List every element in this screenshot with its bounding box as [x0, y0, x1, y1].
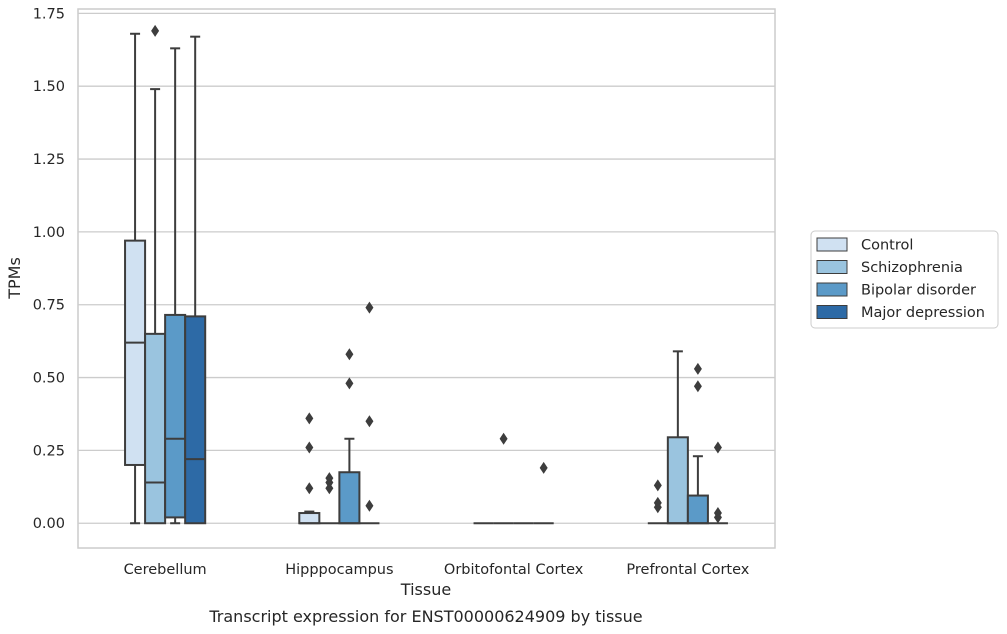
plot-frame	[77, 8, 776, 549]
y-tick-label: 1.00	[33, 225, 65, 241]
outlier-point	[345, 348, 354, 361]
outlier-point	[305, 482, 314, 495]
outlier-point	[713, 441, 722, 454]
legend: Control Schizophrenia Bipolar disorder Majo…	[810, 230, 999, 329]
series-bipolar-disorder	[164, 47, 709, 525]
box	[686, 362, 709, 525]
outlier-point	[325, 472, 334, 485]
legend-label: Control	[861, 238, 913, 254]
series-major-depression	[184, 35, 728, 525]
x-axis-title: Tissue	[400, 580, 451, 599]
outlier-point	[151, 24, 160, 37]
y-tick-label: 0.25	[33, 443, 65, 459]
box-rect	[164, 313, 187, 519]
box	[647, 479, 668, 525]
box	[707, 441, 728, 525]
outlier-point	[365, 499, 374, 512]
box-rect	[124, 239, 147, 466]
outlier-point	[305, 441, 314, 454]
outlier-point	[653, 496, 662, 509]
box-rect	[338, 471, 361, 525]
outlier-point	[365, 415, 374, 428]
y-tick-labels: 0.00 0.25 0.50 0.75 1.00 1.25 1.50 1.75	[33, 6, 65, 532]
box-rect	[686, 494, 709, 525]
legend-swatch	[816, 305, 848, 319]
legend-label: Major depression	[861, 305, 985, 321]
box-rect	[298, 512, 321, 525]
box-series	[124, 24, 728, 525]
box	[144, 24, 167, 525]
y-tick-label: 1.25	[33, 152, 65, 168]
box	[164, 47, 187, 525]
box	[359, 301, 380, 525]
y-tick-label: 0.00	[33, 516, 65, 532]
box	[184, 35, 207, 525]
legend-swatch	[816, 260, 848, 274]
box	[319, 472, 340, 525]
legend-label: Bipolar disorder	[861, 283, 976, 299]
box	[124, 32, 147, 525]
x-tick-label: Prefrontal Cortex	[626, 562, 749, 578]
legend-swatch	[816, 237, 848, 252]
outlier-point	[345, 377, 354, 390]
y-tick-label: 1.75	[33, 6, 65, 22]
chart-caption: Transcript expression for ENST0000062490…	[208, 607, 642, 626]
y-tick-label: 1.50	[33, 79, 65, 95]
x-tick-label: Orbitofontal Cortex	[444, 562, 584, 578]
x-tick-label: Hipppocampus	[285, 562, 393, 578]
outlier-point	[713, 507, 722, 520]
box	[493, 432, 514, 525]
outlier-point	[539, 461, 548, 474]
x-tick-labels: Cerebellum Hipppocampus Orbitofontal Corte…	[124, 562, 750, 578]
outlier-point	[365, 301, 374, 314]
outlier-point	[693, 362, 702, 375]
y-tick-label: 0.50	[33, 371, 65, 387]
x-tick-label: Cerebellum	[124, 562, 207, 578]
legend-swatch	[816, 282, 848, 297]
box	[298, 412, 321, 525]
legend-label: Schizophrenia	[861, 260, 963, 276]
legend-frame	[810, 230, 999, 329]
box-rect	[184, 315, 207, 525]
series-schizophrenia	[144, 24, 689, 525]
outlier-point	[305, 412, 314, 425]
y-tick-label: 0.75	[33, 298, 65, 314]
box-rect	[144, 332, 167, 525]
series-control	[124, 32, 668, 525]
box	[666, 350, 689, 525]
outlier-point	[499, 432, 508, 445]
box	[338, 348, 361, 525]
box	[533, 461, 554, 525]
outlier-point	[693, 380, 702, 393]
outlier-point	[653, 479, 662, 492]
y-axis-title: TPMs	[5, 257, 24, 300]
box-rect	[666, 436, 689, 525]
legend-items: Control Schizophrenia Bipolar disorder Majo…	[816, 237, 985, 321]
